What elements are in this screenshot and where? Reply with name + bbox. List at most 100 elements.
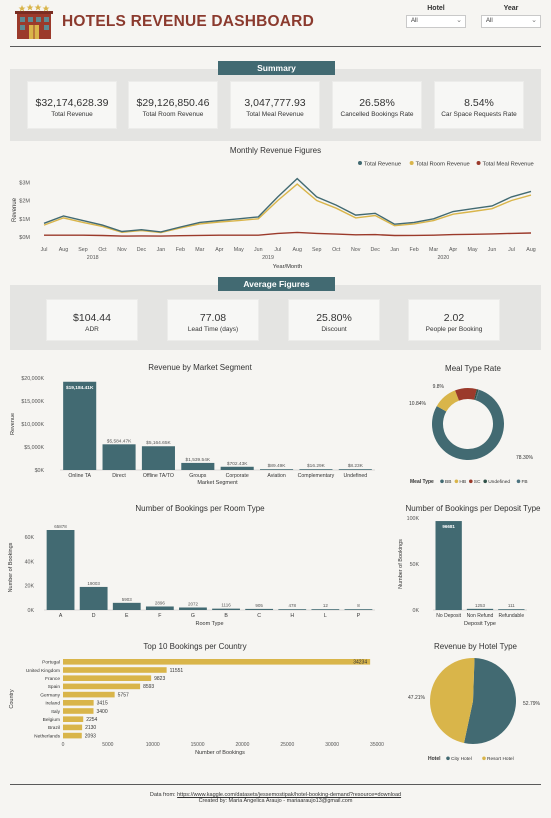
kpi-label: Cancelled Bookings Rate xyxy=(340,111,414,118)
x-tick-label: Complementary xyxy=(298,473,335,479)
x-tick-label: Apr xyxy=(215,247,223,253)
legend-marker xyxy=(482,756,486,761)
kpi-discount: 25.80% Discount xyxy=(289,300,379,340)
bar-value-label: $5,164.65K xyxy=(146,440,171,446)
legend-marker xyxy=(469,479,473,484)
hotel-filter-label: Hotel xyxy=(427,5,445,12)
legend-marker xyxy=(454,479,459,484)
x-axis-title: Market Segment xyxy=(197,480,238,486)
x-tick-label: E xyxy=(125,613,129,619)
legend-label: Total Meal Revenue xyxy=(483,162,534,168)
y-tick-label: Germany xyxy=(40,692,60,698)
deposit-type-chart: 0K 50K 100K Number of Bookings 96681 No Depos… xyxy=(398,516,527,627)
y-tick-label: $5,000K xyxy=(24,445,44,451)
x-tick-label: 10000 xyxy=(146,742,160,748)
room-chart-title: Number of Bookings per Room Type xyxy=(135,504,265,513)
kpi-total-meal-revenue: 3,047,777.93 Total Meal Revenue xyxy=(231,82,319,128)
x-tick-label: Jun xyxy=(254,247,263,253)
average-section-label: Average Figures xyxy=(218,277,335,291)
kpi-label: Total Revenue xyxy=(51,111,93,118)
kpi-car-space-rate: 8.54% Car Space Requests Rate xyxy=(435,82,523,128)
dataset-link[interactable]: https://www.kaggle.com/datasets/jessemos… xyxy=(177,792,402,798)
kpi-label: Total Meal Revenue xyxy=(246,111,304,118)
x-tick-label: Offline TA/TO xyxy=(143,473,174,479)
bar-value-label: 478 xyxy=(288,603,296,608)
bar-value-label: 5757 xyxy=(118,692,129,698)
year-filter-select[interactable]: All ⌄ xyxy=(481,15,541,28)
x-tick-label: Feb xyxy=(410,247,419,253)
y-tick-label: $15,000K xyxy=(21,399,44,405)
slice xyxy=(474,389,479,401)
y-axis-title: Revenue xyxy=(12,197,18,222)
monthly-chart-title: Monthly Revenue Figures xyxy=(229,146,322,155)
legend-label: Undefined xyxy=(488,479,510,485)
x-tick-label: Mar xyxy=(195,247,204,253)
bar xyxy=(220,466,254,470)
hoteltype-chart-title: Revenue by Hotel Type xyxy=(433,642,517,651)
x-tick-label: Mar xyxy=(429,247,438,253)
x-tick-label: F xyxy=(158,613,161,619)
bar-value-label: $8.23K xyxy=(348,463,364,469)
x-tick-label: Jun xyxy=(488,247,497,253)
x-axis-title: Room Type xyxy=(195,621,223,627)
y-axis-title: Number of Bookings xyxy=(398,539,404,589)
bar-value-label: 19003 xyxy=(87,581,100,586)
bar-value-label: 2072 xyxy=(188,601,199,606)
kpi-value: 26.58% xyxy=(359,97,395,109)
bar xyxy=(63,732,82,739)
kpi-label: Lead Time (days) xyxy=(187,326,239,333)
y-tick-label: $3M xyxy=(19,180,30,186)
bar-value-label: 9823 xyxy=(154,676,165,682)
bar xyxy=(63,716,84,722)
bar-value-label: 2130 xyxy=(85,725,96,731)
bar xyxy=(112,602,141,610)
bar-value-label: 8593 xyxy=(143,684,154,690)
legend-label: Total Revenue xyxy=(364,162,401,168)
hotel-type-chart: 52.79% 47.21% Hotel City Hotel Resort Hotel xyxy=(408,658,541,762)
hotel-filter-select[interactable]: All ⌄ xyxy=(406,15,466,28)
y-tick-label: Brazil xyxy=(48,725,60,731)
legend-title: Meal Type xyxy=(410,479,434,485)
y-tick-label: Portugal xyxy=(42,660,60,666)
kpi-cancelled-rate: 26.58% Cancelled Bookings Rate xyxy=(333,82,421,128)
monthly-revenue-chart: Total Revenue Total Room Revenue Total Mea… xyxy=(12,161,536,270)
country-chart: Country Portugal 34234 United Kingdom 11551 F… xyxy=(9,659,384,756)
x-tick-label: H xyxy=(290,613,294,619)
x-tick-label: No Deposit xyxy=(436,613,461,619)
bar-value-label: 1253 xyxy=(475,603,486,608)
kpi-label: Total Room Revenue xyxy=(142,111,204,118)
legend-label: HB xyxy=(459,479,466,485)
y-tick-label: Ireland xyxy=(45,701,60,707)
y-tick-label: Spain xyxy=(48,684,61,690)
bar-value-label: 11551 xyxy=(170,668,184,674)
bar xyxy=(181,462,215,470)
bar xyxy=(498,609,525,610)
legend-label: FB xyxy=(522,479,528,485)
x-tick-label: Aviation xyxy=(267,473,285,479)
header-bar: HOTELS REVENUE DASHBOARD Hotel All ⌄ Yea… xyxy=(0,0,551,46)
y-tick-label: 60K xyxy=(25,535,35,541)
x-tick-label: Groups xyxy=(189,473,206,479)
bar xyxy=(245,608,274,610)
legend-marker xyxy=(440,479,444,484)
bar xyxy=(344,609,373,610)
y-axis-title: Revenue xyxy=(10,413,16,435)
x-tick-label: D xyxy=(92,613,96,619)
x-tick-label: Online TA xyxy=(68,473,91,479)
kpi-value: 2.02 xyxy=(443,312,465,324)
legend-marker xyxy=(446,756,450,761)
kpi-label: People per Booking xyxy=(425,326,483,333)
bar xyxy=(212,608,240,610)
legend-label: Total Room Revenue xyxy=(416,162,470,168)
y-tick-label: $20,000K xyxy=(21,376,44,382)
bar-value-label: $19,184.41K xyxy=(66,385,94,391)
summary-section-label: Summary xyxy=(218,61,335,75)
bar-value-label: $89.49K xyxy=(268,463,287,469)
market-segment-chart: $0K $5,000K $10,000K $15,000K $20,000K Revenu… xyxy=(10,376,375,486)
bar-value-label: 2093 xyxy=(85,733,96,739)
bar xyxy=(63,381,97,470)
legend-marker xyxy=(516,479,521,484)
x-tick-label: Feb xyxy=(176,247,185,253)
y-tick-label: $10,000K xyxy=(21,422,44,428)
bar-value-label: 111 xyxy=(508,603,515,608)
